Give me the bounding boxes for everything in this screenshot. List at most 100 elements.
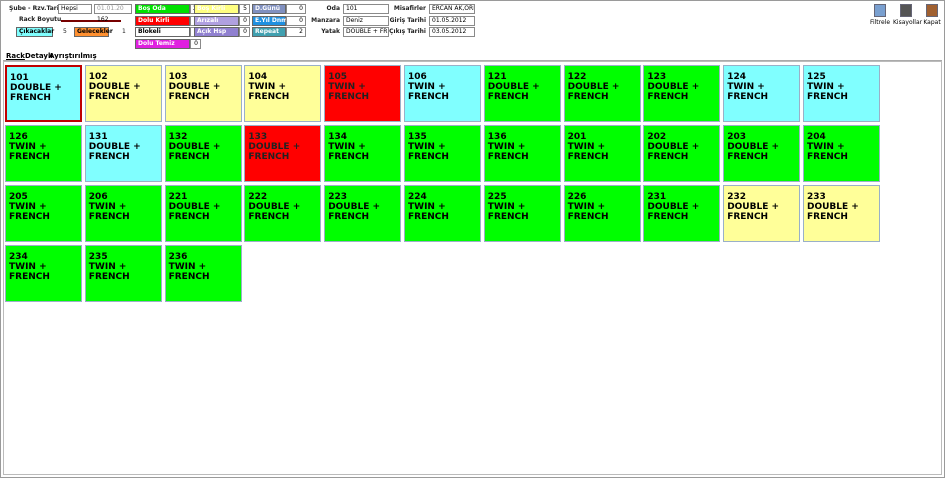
room-tile[interactable]: 224 TWIN + FRENCH	[404, 185, 481, 242]
room-tile[interactable]: 233 DOUBLE + FRENCH	[803, 185, 880, 242]
room-tile[interactable]: 106 TWIN + FRENCH	[404, 65, 481, 122]
tool-label[interactable]: Kisayollar	[893, 19, 923, 26]
field-label: Giriş Tarihi	[389, 16, 426, 24]
field-label: Çıkış Tarihi	[389, 28, 426, 35]
room-tile[interactable]: 105 TWIN + FRENCH	[324, 65, 402, 122]
room-type: TWIN + FRENCH	[248, 82, 290, 102]
room-number: 132	[168, 132, 188, 142]
room-tile[interactable]: 223 DOUBLE + FRENCH	[324, 185, 402, 242]
field-value: 03.05.2012	[429, 27, 475, 37]
room-type: DOUBLE + FRENCH	[647, 82, 700, 102]
departures-button[interactable]: Çıkacaklar	[16, 27, 54, 37]
room-type: DOUBLE + FRENCH	[88, 142, 141, 162]
room-number: 105	[328, 72, 347, 82]
room-type: DOUBLE + FRENCH	[727, 142, 780, 162]
status-count: 0	[190, 38, 201, 49]
status-label: Arızalı	[194, 15, 239, 26]
room-type: DOUBLE + FRENCH	[487, 82, 540, 102]
room-type: DOUBLE + FRENCH	[10, 83, 62, 103]
room-tile[interactable]: 102 DOUBLE + FRENCH	[84, 65, 162, 122]
rack-slider[interactable]	[61, 20, 121, 22]
room-number: 121	[487, 72, 507, 82]
room-tile[interactable]: 124 TWIN + FRENCH	[723, 65, 801, 122]
room-tile[interactable]: 134 TWIN + FRENCH	[324, 125, 402, 182]
tab[interactable]: Detaylı	[25, 52, 53, 60]
arrivals-button[interactable]: Gelecekler	[74, 27, 113, 37]
branch-select[interactable]: Hepsi	[58, 4, 92, 14]
tab[interactable]: Ayrıştırılmış	[49, 52, 97, 60]
room-tile[interactable]: 104 TWIN + FRENCH	[244, 65, 322, 122]
field-label: Oda	[326, 5, 340, 12]
room-tile[interactable]: 126 TWIN + FRENCH	[5, 125, 82, 182]
room-tile[interactable]: 202 DOUBLE + FRENCH	[643, 125, 721, 182]
room-number: 204	[807, 132, 826, 142]
room-tile[interactable]: 125 TWIN + FRENCH	[803, 65, 880, 122]
room-type: TWIN + FRENCH	[328, 142, 370, 162]
status-count: 0	[239, 15, 250, 26]
status-count: 5	[239, 4, 250, 14]
room-tile[interactable]: 131 DOUBLE + FRENCH	[84, 125, 162, 182]
room-tile[interactable]: 226 TWIN + FRENCH	[563, 185, 641, 242]
room-tile[interactable]: 204 TWIN + FRENCH	[803, 125, 880, 182]
status-label: Blokeli	[135, 27, 190, 37]
room-number: 124	[727, 72, 746, 82]
tool-icon[interactable]	[900, 4, 912, 17]
room-number: 123	[647, 72, 667, 82]
room-tile[interactable]: 234 TWIN + FRENCH	[5, 245, 82, 302]
room-tile[interactable]: 133 DOUBLE + FRENCH	[244, 125, 322, 182]
room-number: 126	[9, 132, 28, 142]
room-number: 106	[408, 72, 427, 82]
tab-divider	[3, 60, 942, 61]
field-label: Manzara	[311, 16, 340, 24]
date-input[interactable]: 01.01.20	[94, 4, 132, 14]
status-label: Boş Kirli	[194, 4, 239, 14]
room-type: DOUBLE + FRENCH	[567, 82, 620, 102]
room-number: 125	[807, 72, 826, 82]
room-tile[interactable]: 101 DOUBLE + FRENCH	[5, 65, 82, 122]
room-tile[interactable]: 122 DOUBLE + FRENCH	[563, 65, 641, 122]
room-tile[interactable]: 225 TWIN + FRENCH	[483, 185, 561, 242]
status-label: Dolu Temiz	[135, 38, 190, 49]
room-tile[interactable]: 221 DOUBLE + FRENCH	[164, 185, 242, 242]
tab[interactable]: Rack	[6, 52, 25, 60]
room-number: 224	[408, 192, 427, 202]
room-tile[interactable]: 235 TWIN + FRENCH	[84, 245, 162, 302]
room-type: TWIN + FRENCH	[567, 142, 609, 162]
field-value: DOUBLE + FREN	[343, 27, 389, 37]
room-number: 203	[727, 132, 746, 142]
room-tile[interactable]: 205 TWIN + FRENCH	[5, 185, 82, 242]
room-tile[interactable]: 135 TWIN + FRENCH	[404, 125, 481, 182]
room-tile[interactable]: 136 TWIN + FRENCH	[483, 125, 561, 182]
field-label: Misafirler	[393, 5, 426, 12]
room-number: 236	[168, 252, 188, 262]
room-type: TWIN + FRENCH	[408, 202, 449, 222]
room-tile[interactable]: 236 TWIN + FRENCH	[164, 245, 242, 302]
room-tile[interactable]: 103 DOUBLE + FRENCH	[164, 65, 242, 122]
field-value: Deniz	[343, 15, 389, 26]
room-tile[interactable]: 203 DOUBLE + FRENCH	[723, 125, 801, 182]
status-label: E.Yıl Dnm.	[252, 15, 290, 26]
room-tile[interactable]: 201 TWIN + FRENCH	[563, 125, 641, 182]
room-tile[interactable]: 231 DOUBLE + FRENCH	[643, 185, 721, 242]
tool-icon[interactable]	[926, 4, 938, 17]
tool-label[interactable]: Kapat	[923, 19, 941, 26]
tool-icon[interactable]	[874, 4, 886, 17]
room-tile[interactable]: 121 DOUBLE + FRENCH	[483, 65, 561, 122]
room-type: DOUBLE + FRENCH	[727, 202, 780, 222]
room-type: TWIN + FRENCH	[408, 142, 449, 162]
room-number: 234	[9, 252, 28, 262]
room-tile[interactable]: 232 DOUBLE + FRENCH	[723, 185, 801, 242]
room-type: TWIN + FRENCH	[88, 262, 130, 282]
room-tile[interactable]: 206 TWIN + FRENCH	[84, 185, 162, 242]
room-type: DOUBLE + FRENCH	[168, 142, 221, 162]
room-tile[interactable]: 222 DOUBLE + FRENCH	[244, 185, 322, 242]
room-tile[interactable]: 123 DOUBLE + FRENCH	[643, 65, 721, 122]
room-tile[interactable]: 132 DOUBLE + FRENCH	[164, 125, 242, 182]
room-type: DOUBLE + FRENCH	[168, 202, 221, 222]
room-number: 221	[168, 192, 188, 202]
room-number: 222	[248, 192, 268, 202]
tool-label[interactable]: Filtrele	[869, 19, 891, 26]
room-number: 122	[567, 72, 587, 82]
room-type: TWIN + FRENCH	[9, 202, 50, 222]
